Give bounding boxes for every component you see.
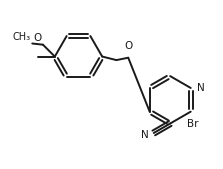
Text: Br: Br [187, 119, 198, 129]
Text: CH₃: CH₃ [12, 32, 30, 42]
Text: N: N [141, 130, 149, 140]
Text: O: O [33, 33, 42, 43]
Text: N: N [197, 83, 205, 93]
Text: O: O [124, 41, 132, 51]
